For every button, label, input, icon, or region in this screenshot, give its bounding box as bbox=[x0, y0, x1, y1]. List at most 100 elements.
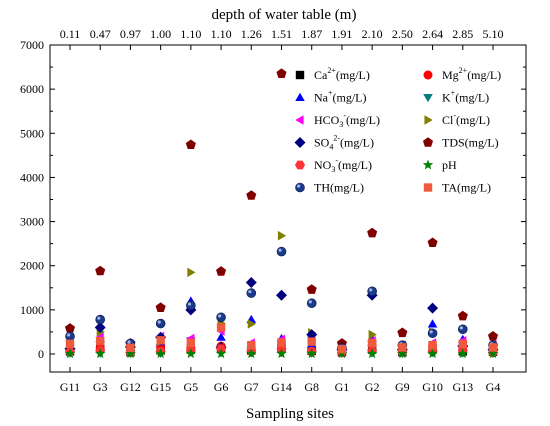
data-point bbox=[186, 300, 196, 311]
legend-label-main: TDS(mg/L) bbox=[442, 136, 499, 150]
data-point bbox=[95, 314, 106, 325]
data-point bbox=[368, 329, 377, 340]
x-tick-label: G15 bbox=[150, 380, 171, 394]
legend-label: SO42-(mg/L) bbox=[314, 134, 374, 152]
data-point bbox=[487, 348, 499, 359]
data-point bbox=[186, 338, 196, 348]
top-tick-label: 1.10 bbox=[211, 27, 232, 41]
x-tick-label: G5 bbox=[184, 380, 199, 394]
legend-label: Na+(mg/L) bbox=[314, 89, 367, 105]
top-tick-label: 1.10 bbox=[180, 27, 201, 41]
x-tick-label: G3 bbox=[93, 380, 108, 394]
data-point bbox=[276, 68, 287, 78]
data-point-highlight bbox=[369, 288, 373, 292]
top-tick-label: 0.97 bbox=[120, 27, 141, 41]
y-tick-label: 3000 bbox=[20, 215, 44, 229]
legend-label-tail: (mg/L) bbox=[340, 136, 374, 150]
legend-label-sup: - bbox=[453, 111, 456, 120]
y-tick-label: 6000 bbox=[20, 82, 44, 96]
series-11 bbox=[65, 323, 498, 354]
data-point bbox=[156, 336, 165, 345]
legend-marker bbox=[295, 70, 305, 80]
top-tick-label: 2.64 bbox=[422, 27, 443, 41]
legend-marker bbox=[295, 92, 305, 102]
data-point bbox=[187, 267, 196, 278]
data-point bbox=[65, 339, 75, 349]
legend-item: Na+(mg/L) bbox=[295, 89, 367, 105]
data-point bbox=[216, 332, 226, 341]
data-point bbox=[185, 348, 197, 359]
legend-marker bbox=[295, 182, 305, 193]
legend-label-sup: - bbox=[335, 156, 338, 165]
legend-label: Cl-(mg/L) bbox=[442, 111, 490, 127]
x-tick-label: G8 bbox=[304, 380, 319, 394]
y-tick-label: 0 bbox=[38, 347, 44, 361]
y-tick-label: 7000 bbox=[20, 38, 44, 52]
data-point bbox=[488, 343, 498, 352]
data-point-highlight bbox=[459, 326, 463, 330]
legend-marker bbox=[295, 160, 305, 170]
legend-label: TA(mg/L) bbox=[442, 181, 491, 195]
legend-label: Mg2+(mg/L) bbox=[442, 66, 501, 82]
legend-label-sup: - bbox=[343, 111, 346, 120]
data-point-highlight bbox=[157, 320, 161, 324]
legend-label: Ca2+(mg/L) bbox=[314, 66, 370, 82]
data-point bbox=[306, 348, 317, 359]
legend-label-sub: 3 bbox=[331, 165, 335, 174]
legend-label-main: pH bbox=[442, 158, 457, 172]
data-point-highlight bbox=[278, 248, 282, 252]
top-tick-label: 0.11 bbox=[60, 27, 81, 41]
legend-label-sub: 4 bbox=[329, 143, 333, 152]
legend-label-main: HCO bbox=[314, 113, 340, 127]
x-tick-label: G4 bbox=[486, 380, 501, 394]
data-point bbox=[427, 237, 438, 248]
x-tick-labels: G11 G3 G12 G15 G5 G6 G7 G14 G8 G1 G2 G9 G10 G13 G4 bbox=[60, 380, 500, 394]
legend: Ca2+(mg/L) Mg2+(mg/L)Na+(mg/L) K+(mg/L)HCO… bbox=[294, 66, 501, 195]
data-point bbox=[96, 336, 105, 346]
x-tick-label: G11 bbox=[60, 380, 80, 394]
data-point bbox=[306, 284, 317, 294]
legend-label-tail: (mg/L) bbox=[455, 91, 489, 105]
legend-label-tail: (mg/L) bbox=[467, 68, 501, 82]
legend-label-main: NO bbox=[314, 158, 332, 172]
data-point bbox=[247, 319, 256, 329]
legend-label: NO3-(mg/L) bbox=[314, 156, 372, 174]
data-point bbox=[216, 323, 226, 332]
top-tick-label: 1.51 bbox=[271, 27, 292, 41]
data-point bbox=[246, 288, 257, 298]
legend-marker-highlight bbox=[297, 184, 301, 188]
legend-label-main: Ca bbox=[314, 68, 328, 82]
data-point bbox=[276, 289, 287, 301]
legend-label: TH(mg/L) bbox=[314, 181, 364, 195]
legend-item: Mg2+(mg/L) bbox=[423, 66, 501, 82]
data-point-highlight bbox=[97, 316, 101, 320]
data-point bbox=[457, 310, 468, 321]
data-point bbox=[64, 323, 76, 333]
axis-ticks bbox=[50, 44, 526, 372]
legend-item: SO42-(mg/L) bbox=[294, 134, 374, 152]
data-point bbox=[277, 230, 287, 241]
data-point bbox=[246, 190, 257, 200]
x-tick-label: G1 bbox=[335, 380, 350, 394]
top-tick-label: 0.47 bbox=[90, 27, 111, 41]
top-tick-label: 2.50 bbox=[392, 27, 413, 41]
x-tick-label: G13 bbox=[452, 380, 473, 394]
data-point bbox=[276, 348, 287, 359]
legend-marker bbox=[424, 115, 433, 125]
top-tick-label: 2.10 bbox=[362, 27, 383, 41]
series-7 bbox=[64, 68, 499, 348]
data-point-highlight bbox=[308, 300, 312, 304]
legend-label: HCO3-(mg/L) bbox=[314, 111, 380, 129]
legend-marker bbox=[295, 115, 304, 125]
legend-label-sup: + bbox=[451, 89, 456, 98]
y-tick-label: 4000 bbox=[20, 170, 44, 184]
legend-marker bbox=[422, 137, 434, 147]
legend-marker bbox=[423, 93, 433, 103]
data-point bbox=[65, 331, 75, 342]
legend-item: TDS(mg/L) bbox=[422, 136, 499, 150]
legend-label-tail: (mg/L) bbox=[336, 68, 370, 82]
legend-item: TH(mg/L) bbox=[295, 181, 364, 195]
data-point bbox=[155, 318, 166, 329]
legend-item: HCO3-(mg/L) bbox=[295, 111, 380, 129]
